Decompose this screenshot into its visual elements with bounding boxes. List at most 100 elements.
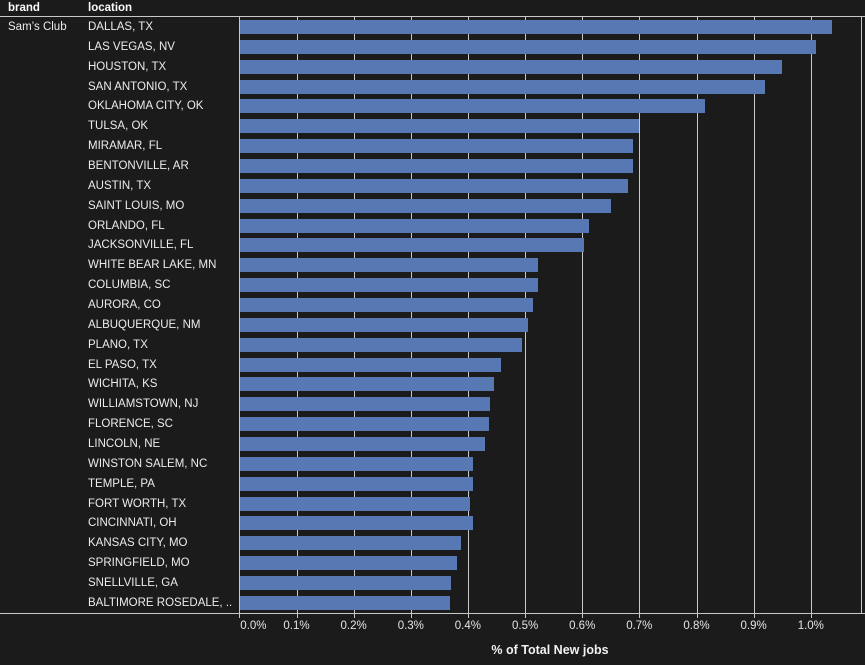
bar-track bbox=[239, 355, 865, 375]
bar-track bbox=[239, 77, 865, 97]
x-axis-tick-label: 0.7% bbox=[626, 620, 653, 632]
location-label: TEMPLE, PA bbox=[88, 477, 155, 490]
x-axis-tick bbox=[525, 614, 527, 618]
location-label: OKLAHOMA CITY, OK bbox=[88, 100, 204, 113]
bar[interactable] bbox=[240, 397, 490, 412]
bar-track bbox=[239, 434, 865, 454]
plot-right-border bbox=[861, 17, 862, 613]
bar[interactable] bbox=[240, 39, 816, 54]
location-label: PLANO, TX bbox=[88, 338, 148, 351]
bar[interactable] bbox=[240, 556, 457, 571]
bar[interactable] bbox=[240, 238, 584, 253]
location-label: EL PASO, TX bbox=[88, 358, 157, 371]
bar[interactable] bbox=[240, 456, 473, 471]
chart-row: SNELLVILLE, GA bbox=[0, 573, 865, 593]
bar-track bbox=[239, 573, 865, 593]
location-label: JACKSONVILLE, FL bbox=[88, 239, 194, 252]
bar-track bbox=[239, 474, 865, 494]
bar-track bbox=[239, 374, 865, 394]
x-axis-tick bbox=[467, 614, 469, 618]
x-axis-tick-label: 0.1% bbox=[283, 620, 310, 632]
location-label: COLUMBIA, SC bbox=[88, 279, 171, 292]
chart-row: TULSA, OK bbox=[0, 116, 865, 136]
bar[interactable] bbox=[240, 258, 539, 273]
bar[interactable] bbox=[240, 337, 522, 352]
bar[interactable] bbox=[240, 575, 451, 590]
location-label: SPRINGFIELD, MO bbox=[88, 557, 190, 570]
location-label: WICHITA, KS bbox=[88, 378, 158, 391]
gridline bbox=[410, 17, 412, 613]
bar[interactable] bbox=[240, 59, 783, 74]
bar[interactable] bbox=[240, 178, 628, 193]
bar[interactable] bbox=[240, 297, 534, 312]
bar[interactable] bbox=[240, 218, 589, 233]
gridline bbox=[810, 17, 812, 613]
bar[interactable] bbox=[240, 99, 705, 114]
bar[interactable] bbox=[240, 496, 470, 511]
location-label: HOUSTON, TX bbox=[88, 60, 167, 73]
header-divider bbox=[0, 16, 865, 17]
chart-row: BALTIMORE ROSEDALE, .. bbox=[0, 593, 865, 613]
chart-row: ORLANDO, FL bbox=[0, 216, 865, 236]
bar[interactable] bbox=[240, 317, 528, 332]
location-label: KANSAS CITY, MO bbox=[88, 537, 188, 550]
bar[interactable] bbox=[240, 436, 485, 451]
bar-track bbox=[239, 414, 865, 434]
x-axis-tick-label: 0.8% bbox=[683, 620, 710, 632]
bar-track bbox=[239, 196, 865, 216]
location-label: SAN ANTONIO, TX bbox=[88, 80, 188, 93]
bar[interactable] bbox=[240, 595, 451, 610]
location-label: LAS VEGAS, NV bbox=[88, 40, 175, 53]
location-label: FORT WORTH, TX bbox=[88, 497, 187, 510]
chart-row: MIRAMAR, FL bbox=[0, 136, 865, 156]
x-axis-line bbox=[0, 613, 865, 614]
bar-track bbox=[239, 37, 865, 57]
bar[interactable] bbox=[240, 158, 633, 173]
bar[interactable] bbox=[240, 119, 639, 134]
chart-row: BENTONVILLE, AR bbox=[0, 156, 865, 176]
gridline bbox=[467, 17, 469, 613]
bar[interactable] bbox=[240, 417, 490, 432]
bar[interactable] bbox=[240, 516, 473, 531]
gridline bbox=[582, 17, 584, 613]
location-label: BENTONVILLE, AR bbox=[88, 159, 189, 172]
chart-row: WILLIAMSTOWN, NJ bbox=[0, 394, 865, 414]
bar[interactable] bbox=[240, 79, 766, 94]
bar[interactable] bbox=[240, 139, 634, 154]
location-label: SNELLVILLE, GA bbox=[88, 576, 178, 589]
bar-track bbox=[239, 156, 865, 176]
x-axis-tick bbox=[582, 614, 584, 618]
x-axis-tick bbox=[239, 614, 241, 618]
chart-row: SPRINGFIELD, MO bbox=[0, 553, 865, 573]
bar-track bbox=[239, 96, 865, 116]
bar-track bbox=[239, 494, 865, 514]
bar-track bbox=[239, 454, 865, 474]
bar-track bbox=[239, 335, 865, 355]
bar-track bbox=[239, 216, 865, 236]
bar[interactable] bbox=[240, 19, 832, 34]
bar-track bbox=[239, 553, 865, 573]
chart-row: FORT WORTH, TX bbox=[0, 494, 865, 514]
bar-track bbox=[239, 593, 865, 613]
gridline bbox=[353, 17, 355, 613]
location-label: ORLANDO, FL bbox=[88, 219, 165, 232]
location-label: SAINT LOUIS, MO bbox=[88, 199, 185, 212]
bar[interactable] bbox=[240, 357, 501, 372]
rows-layer: Sam’s Club DALLAS, TX LAS VEGAS, NV HOUSTON… bbox=[0, 17, 865, 613]
bar[interactable] bbox=[240, 278, 539, 293]
bar-track bbox=[239, 275, 865, 295]
gridline bbox=[239, 17, 241, 613]
x-axis-tick-label: 0.3% bbox=[397, 620, 424, 632]
location-label: WINSTON SALEM, NC bbox=[88, 457, 208, 470]
chart-row: AUSTIN, TX bbox=[0, 176, 865, 196]
chart-row: CINCINNATI, OH bbox=[0, 513, 865, 533]
location-label: DALLAS, TX bbox=[88, 20, 153, 33]
bar[interactable] bbox=[240, 476, 473, 491]
bar[interactable] bbox=[240, 536, 462, 551]
brand-column-header: brand bbox=[8, 2, 40, 14]
bar[interactable] bbox=[240, 198, 611, 213]
bar[interactable] bbox=[240, 377, 495, 392]
bar-track bbox=[239, 295, 865, 315]
location-label: WHITE BEAR LAKE, MN bbox=[88, 259, 217, 272]
chart-row: FLORENCE, SC bbox=[0, 414, 865, 434]
